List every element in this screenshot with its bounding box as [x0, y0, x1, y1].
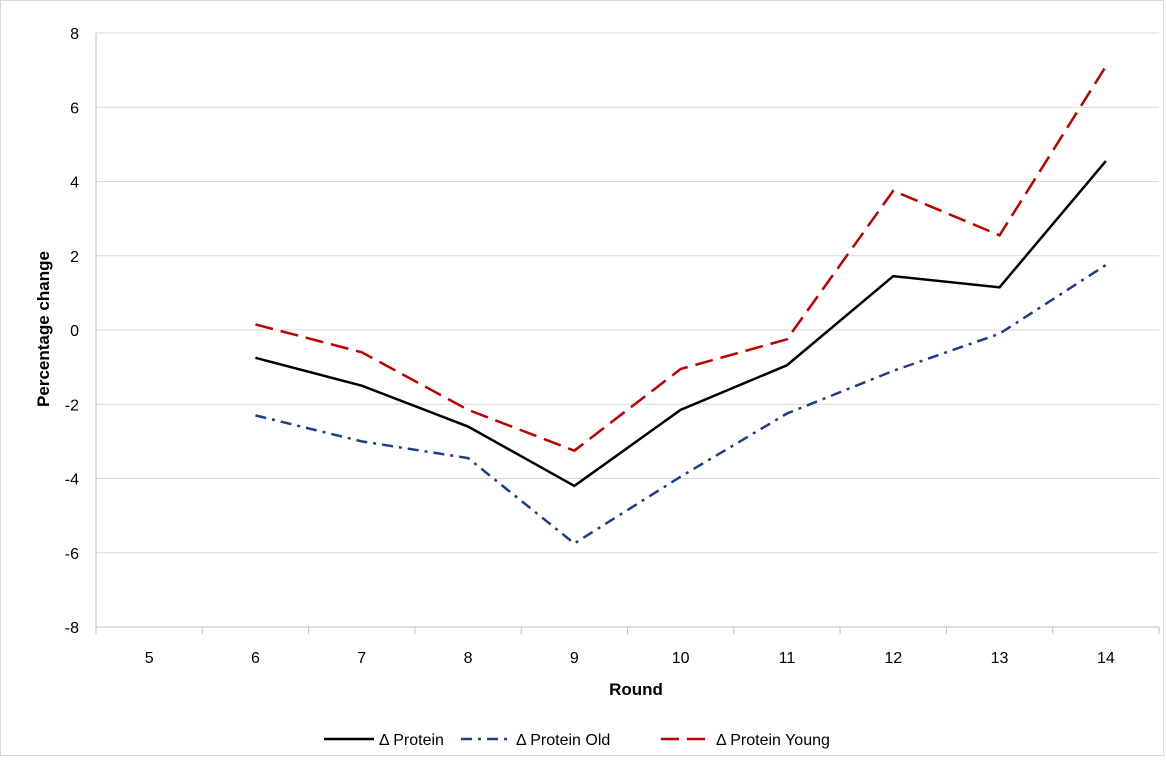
y-tick-labels: -8 -6 -4 -2 0 2 4 6 8 — [65, 26, 79, 637]
y-tick-label: 6 — [70, 100, 79, 117]
x-tick-label: 12 — [884, 650, 902, 667]
y-tick-label: -4 — [65, 472, 79, 489]
x-tick-label: 6 — [251, 650, 260, 667]
legend: Δ Protein Δ Protein Old Δ Protein Young — [324, 732, 830, 749]
x-tick-labels: 5 6 7 8 9 10 11 12 13 14 — [145, 650, 1115, 667]
y-tick-label: -6 — [65, 546, 79, 563]
x-tick-label: 5 — [145, 650, 154, 667]
gridlines — [96, 32, 1159, 628]
y-tick-label: 2 — [70, 249, 79, 266]
x-tick-label: 13 — [991, 650, 1009, 667]
x-tick-label: 7 — [357, 650, 366, 667]
x-tick-label: 11 — [779, 650, 796, 667]
axes — [95, 33, 1160, 634]
y-tick-label: 4 — [70, 175, 79, 192]
series-lines — [255, 65, 1107, 546]
y-tick-label: 0 — [70, 323, 79, 340]
x-tick-label: 9 — [570, 650, 579, 667]
x-axis-title: Round — [609, 680, 663, 699]
series-line-0 — [255, 160, 1107, 488]
legend-label-2: Δ Protein Young — [716, 732, 830, 749]
y-axis-title: Percentage change — [34, 251, 53, 407]
x-tick-label: 8 — [464, 650, 473, 667]
y-tick-label: -8 — [65, 620, 79, 637]
legend-label-0: Δ Protein — [379, 732, 444, 749]
y-tick-label: -2 — [65, 397, 79, 414]
x-tick-label: 14 — [1097, 650, 1115, 667]
y-tick-label: 8 — [70, 26, 79, 43]
series-line-1 — [255, 263, 1107, 546]
x-tick-label: 10 — [672, 650, 690, 667]
legend-label-1: Δ Protein Old — [516, 732, 610, 749]
series-line-2 — [255, 65, 1107, 453]
